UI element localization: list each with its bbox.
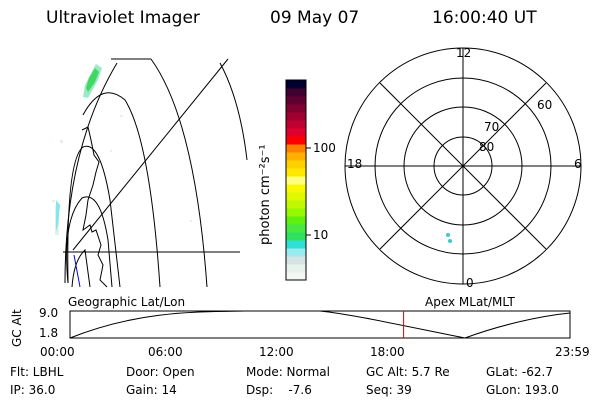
colorbar-segment: [286, 128, 306, 137]
colorbar-segment: [286, 200, 306, 209]
colorbar-segment: [286, 88, 306, 97]
mlt-label-0: 0: [466, 276, 474, 290]
y-tick-1.8: 1.8: [39, 326, 59, 340]
colorbar-segment: [286, 96, 306, 105]
colorbar-segment: [286, 192, 306, 201]
x-tick: 06:00: [148, 345, 183, 359]
lat-label-70: 70: [484, 120, 500, 134]
filter-status: Flt: LBHL: [10, 365, 64, 379]
colorbar-segment: [286, 80, 306, 89]
colorbar-segment: [286, 160, 306, 169]
colorbar-segment: [286, 136, 306, 145]
colorbar-segment: [286, 144, 306, 153]
mlt-label-18: 18: [347, 157, 363, 171]
lat-label-80: 80: [479, 140, 495, 154]
colorbar-segment: [286, 248, 306, 257]
colorbar-segment: [286, 208, 306, 217]
colorbar-segment: [286, 256, 306, 265]
lat-label-60: 60: [537, 98, 553, 112]
date-label: 09 May 07: [270, 8, 360, 28]
time-label: 16:00:40 UT: [432, 8, 537, 28]
colorbar-segment: [286, 120, 306, 129]
x-tick: 12:00: [259, 345, 294, 359]
colorbar-segment: [286, 264, 306, 273]
door-status: Door: Open: [126, 365, 195, 379]
colorbar-segment: [286, 240, 306, 249]
mode-status: Mode: Normal: [246, 365, 330, 379]
dsp-status: Dsp: -7.6: [246, 383, 312, 397]
colorbar-segment: [286, 176, 306, 185]
glat-status: GLat: -62.7: [486, 365, 553, 379]
x-tick: 23:59: [555, 345, 590, 359]
x-tick: 00:00: [40, 345, 75, 359]
colorbar-tick-100: 100: [313, 141, 336, 155]
instrument-title: Ultraviolet Imager: [46, 8, 200, 28]
geographic-label: Geographic Lat/Lon: [68, 295, 186, 309]
colorbar-segment: [286, 272, 306, 281]
y-tick-9: 9.0: [39, 306, 59, 320]
gain-status: Gain: 14: [126, 383, 177, 397]
seq-status: Seq: 39: [366, 383, 412, 397]
y-axis-label: GC Alt: [10, 309, 24, 347]
colorbar-segment: [286, 152, 306, 161]
colorbar-segment: [286, 224, 306, 233]
polar-plot: [344, 47, 582, 285]
gc-alt-status: GC Alt: 5.7 Re: [366, 365, 450, 379]
colorbar-segment: [286, 168, 306, 177]
mlt-label-12: 12: [456, 46, 472, 60]
colorbar-segment: [286, 216, 306, 225]
colorbar-segment: [286, 232, 306, 241]
coastline: [81, 126, 108, 288]
colorbar-label: photon cm⁻²s⁻¹: [258, 144, 273, 245]
ip-status: IP: 36.0: [10, 383, 56, 397]
colorbar-segment: [286, 104, 306, 113]
colorbar-tick-10: 10: [313, 228, 329, 242]
colorbar-segment: [286, 184, 306, 193]
mlt-label-6: 6: [574, 157, 582, 171]
colorbar-segment: [286, 112, 306, 121]
glon-status: GLon: 193.0: [486, 383, 559, 397]
apex-label: Apex MLat/MLT: [425, 295, 515, 309]
colorbar: [286, 80, 306, 281]
x-tick: 18:00: [370, 345, 405, 359]
altitude-timeline: [69, 310, 571, 339]
